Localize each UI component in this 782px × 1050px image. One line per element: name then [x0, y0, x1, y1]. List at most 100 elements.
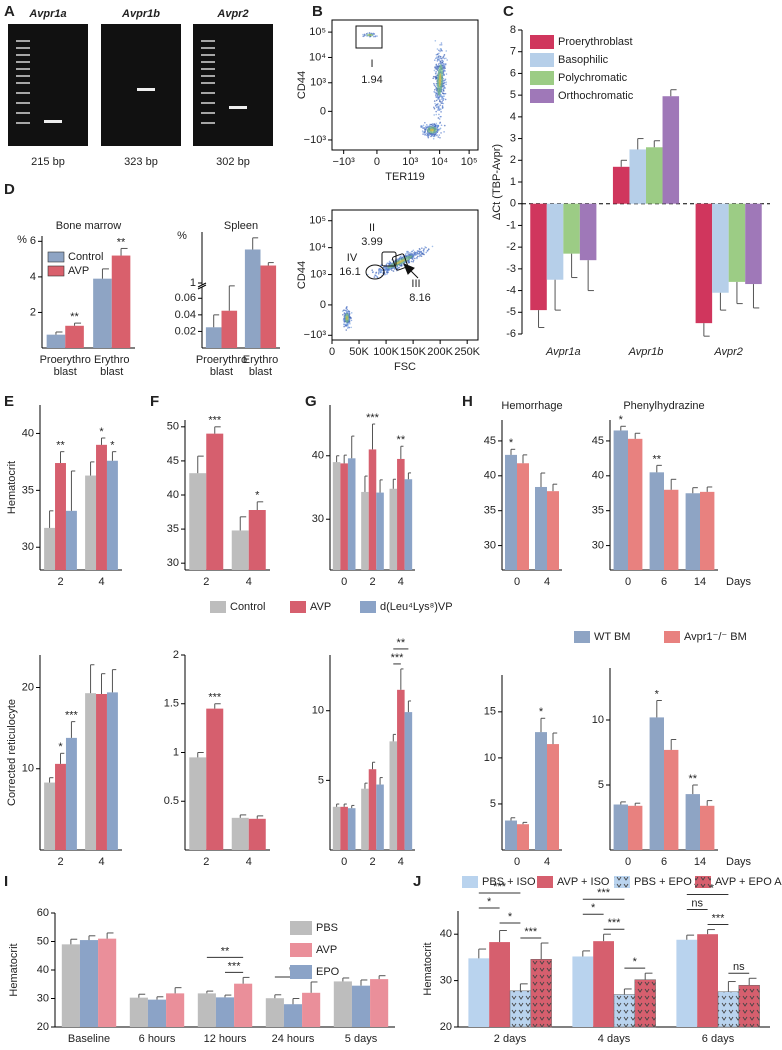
legend-swatch [290, 601, 306, 613]
y-tick-label: 20 [37, 1021, 49, 1033]
y-tick-label: 0.02 [175, 325, 196, 337]
ladder-band [16, 54, 30, 56]
significance: * [110, 440, 115, 452]
significance: ** [117, 236, 126, 248]
density-dot [444, 62, 447, 65]
legend-swatch [574, 631, 590, 643]
legend-label: Orthochromatic [558, 90, 634, 102]
legend-label: Avpr1⁻/⁻ BM [684, 631, 747, 643]
x-axis-label: FSC [394, 361, 416, 373]
chart-title: Bone marrow [56, 220, 121, 232]
density-dot [430, 134, 433, 136]
significance: * [58, 741, 63, 753]
density-dot [343, 323, 345, 326]
x-tick-label: blast [249, 366, 272, 378]
density-dot [439, 99, 441, 101]
density-dot [341, 310, 344, 312]
bar [85, 693, 97, 850]
bar [649, 472, 664, 570]
x-tick-label: Avpr1a [545, 346, 581, 358]
density-dot [445, 73, 448, 75]
x-tick-label: 24 hours [272, 1033, 315, 1045]
density-dot [424, 246, 426, 248]
significance: * [619, 414, 624, 426]
density-dot [343, 325, 345, 328]
bar [517, 463, 529, 570]
ladder-band [16, 102, 30, 104]
bar [248, 510, 266, 570]
y-tick-label: 60 [37, 907, 49, 919]
density-dot [442, 60, 444, 63]
density-dot [434, 133, 436, 136]
gel-title: Avpr2 [216, 8, 248, 20]
y-axis-label: Hematocrit [8, 943, 20, 996]
bar [738, 984, 760, 1028]
y-tick-label: 4 [30, 271, 36, 283]
density-dot [442, 77, 445, 80]
x-tick-label: 4 [246, 856, 252, 868]
x-tick-label: Avpr1b [628, 346, 664, 358]
density-dot [416, 251, 419, 253]
bar [55, 763, 66, 850]
density-dot [412, 259, 415, 262]
x-tick-label: 5 days [345, 1033, 378, 1045]
significance: ns [733, 961, 745, 973]
gate [365, 264, 385, 280]
bar [351, 985, 371, 1027]
gel-title: Avpr1b [121, 8, 160, 20]
density-dot [417, 250, 420, 253]
density-dot [435, 53, 438, 56]
bar [111, 255, 131, 348]
y-tick-label: 50 [167, 421, 179, 433]
density-dot [430, 135, 432, 138]
legend-label: AVP + ISO [557, 876, 610, 888]
density-dot [364, 34, 367, 36]
density-dot [413, 251, 415, 254]
y-axis-label: % [17, 234, 27, 246]
y-tick-label: -4 [506, 284, 516, 296]
x-tick-label: Proerythro [196, 354, 247, 366]
y-tick-label: 1 [510, 176, 516, 188]
density-dot [392, 270, 395, 272]
density-dot [442, 65, 445, 68]
ladder-band [201, 82, 215, 84]
y-tick-label: 10 [484, 752, 496, 764]
density-dot [435, 71, 437, 73]
bar [547, 491, 559, 570]
significance: ** [653, 453, 662, 465]
bar [332, 806, 341, 850]
gate-name: II [369, 222, 375, 234]
y-axis-label: Hematocrit [6, 461, 18, 514]
density-dot [445, 81, 448, 83]
gel-size: 215 bp [31, 156, 65, 168]
density-dot [440, 94, 442, 97]
density-dot [345, 307, 347, 309]
significance: *** [712, 912, 726, 924]
density-dot [434, 89, 436, 91]
density-dot [348, 317, 351, 319]
y-tick-label: 30 [22, 541, 34, 553]
density-dot [407, 260, 409, 262]
density-dot [380, 271, 383, 274]
density-dot [422, 133, 424, 135]
density-dot [379, 267, 382, 270]
bar [96, 444, 107, 570]
bar [717, 991, 740, 1028]
density-dot [438, 49, 440, 52]
bar [166, 993, 185, 1027]
chart-title: Spleen [224, 220, 258, 232]
y-tick-label: 0 [320, 105, 326, 117]
y-tick-label: 40 [22, 427, 34, 439]
density-dot [375, 275, 378, 277]
y-tick-label: -5 [506, 306, 516, 318]
y-tick-label: 6 [30, 235, 36, 247]
density-dot [350, 312, 353, 314]
bar [370, 979, 389, 1027]
density-dot [425, 126, 427, 129]
plot-frame [331, 19, 479, 151]
density-dot [366, 273, 369, 276]
ladder-band [201, 122, 215, 124]
density-dot [348, 312, 351, 315]
x-tick-label: 4 [98, 576, 104, 588]
bar [563, 203, 580, 254]
